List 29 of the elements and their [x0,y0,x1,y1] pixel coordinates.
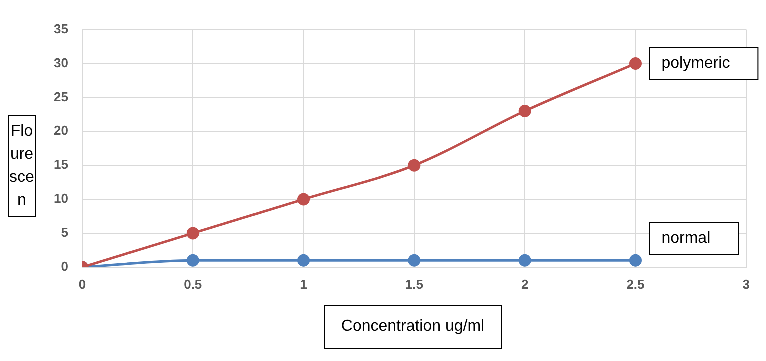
y-tick-label: 10 [54,191,68,206]
x-tick-label: 2 [521,276,529,292]
point [298,193,310,206]
series-label: polymeric [662,55,730,72]
y-tick-label: 25 [54,89,68,104]
point [186,227,200,240]
x-axis-title: Concentration ug/ml [324,305,502,349]
x-tick-label: 0 [78,276,86,292]
point [518,105,532,118]
x-tick-label: 1.5 [405,276,424,292]
y-tick-label: 20 [54,123,68,138]
y-tick-label: 5 [61,225,68,240]
series-label: normal [662,230,711,248]
point [186,254,200,267]
y-tick-label: 0 [61,258,68,274]
y-tick-label: 35 [54,21,68,36]
x-tick-label: 1 [300,276,308,292]
y-tick-label: 15 [54,157,68,172]
point [298,254,310,267]
x-tick-label: 3 [742,276,750,292]
y-tick-label: 30 [54,55,68,70]
x-tick-label: 2.5 [626,276,645,292]
point [629,254,642,267]
point [518,254,532,267]
x-tick-label: 0.5 [184,276,202,292]
point [408,159,421,172]
point [408,254,421,267]
y-axis-title: Flourescen [8,114,36,216]
point [629,57,642,70]
